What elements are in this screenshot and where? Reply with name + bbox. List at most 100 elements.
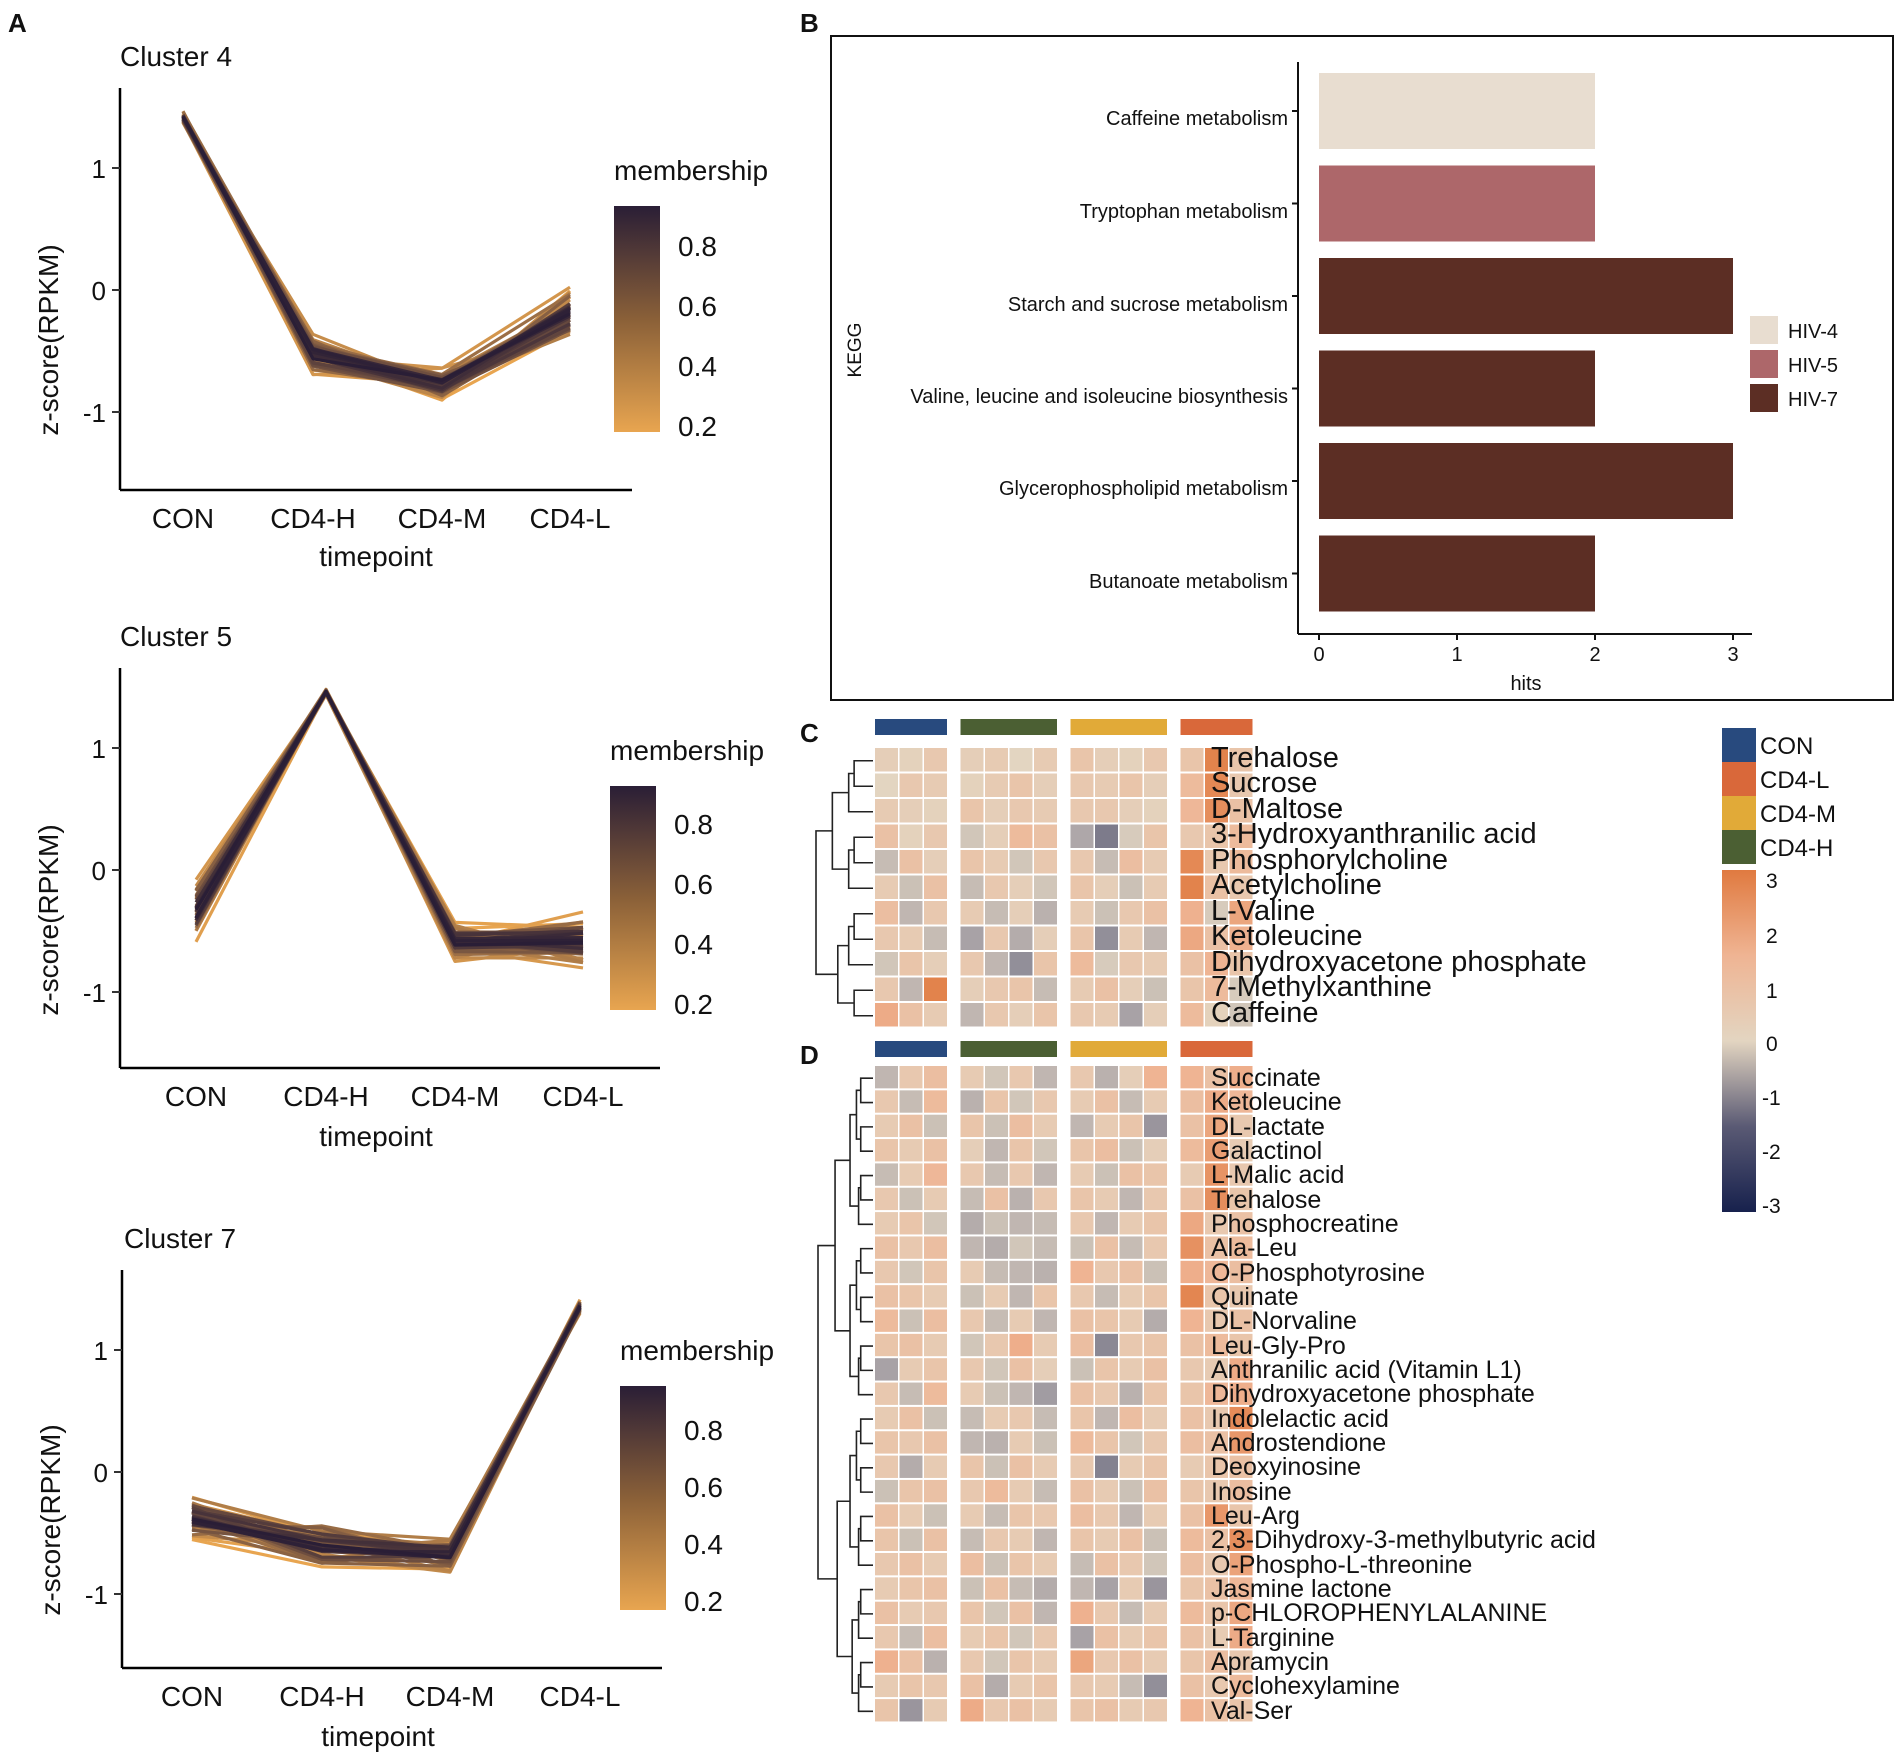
heatmap-cell — [1034, 748, 1057, 772]
heatmap-cell — [875, 1382, 898, 1405]
heatmap-cell — [1180, 1406, 1204, 1430]
heatmap-cell — [1009, 1163, 1033, 1186]
heatmap-cell — [1205, 1674, 1228, 1698]
heatmap-cell — [1205, 952, 1228, 976]
heatmap-cell — [899, 1114, 923, 1138]
heatmap-cell — [960, 1626, 984, 1649]
heatmap-cell — [1180, 1187, 1204, 1211]
heatmap-cell — [960, 773, 984, 797]
heatmap-cell — [899, 1601, 923, 1625]
heatmap-cell — [924, 1553, 947, 1576]
dendrogram-branch — [859, 1418, 873, 1445]
heatmap-d-row-label: Leu-Gly-Pro — [1211, 1332, 1346, 1360]
heatmap-cell — [1070, 748, 1094, 772]
cluster-7-y-ticks: 1 0 -1 — [85, 1336, 122, 1610]
heatmap-cell — [1144, 1003, 1167, 1027]
heatmap-cell — [1205, 1431, 1228, 1454]
dendrogram-branch — [859, 1345, 873, 1372]
heatmap-scale-tick: -2 — [1762, 1141, 1781, 1164]
heatmap-cell — [960, 1431, 984, 1454]
heatmap-cell — [1229, 1358, 1253, 1381]
heatmap-cell — [1119, 1553, 1143, 1576]
kegg-legend-label: HIV-4 — [1788, 321, 1838, 343]
group-bar-segment — [875, 1041, 947, 1057]
heatmap-cell — [1229, 1406, 1253, 1430]
heatmap-cell — [960, 1699, 984, 1722]
heatmap-cell — [1144, 748, 1167, 772]
heatmap-cell — [1180, 1285, 1204, 1308]
heatmap-cell — [1229, 977, 1253, 1001]
membership-line — [181, 116, 571, 382]
heatmap-cell — [1009, 850, 1033, 874]
heatmap-cell — [985, 875, 1008, 899]
heatmap-cell — [899, 1382, 923, 1405]
kegg-bar — [1319, 443, 1733, 519]
heatmap-cell — [985, 1114, 1008, 1138]
heatmap-cell — [1119, 1309, 1143, 1332]
dendrogram-branch — [859, 1515, 873, 1542]
heatmap-cell — [1119, 1431, 1143, 1454]
heatmap-legend: CON CD4-L CD4-M CD4-H 3 2 1 0 -1 -2 -3 — [1722, 728, 1836, 1218]
heatmap-cell — [985, 1577, 1008, 1600]
heatmap-cell — [1144, 977, 1167, 1001]
heatmap-cell — [1009, 952, 1033, 976]
heatmap-cell — [1034, 977, 1057, 1001]
dendrogram-branch — [847, 849, 873, 890]
cluster-4-y-tick: -1 — [83, 398, 106, 428]
cluster-5-chart: Cluster 5 z-score(RPKM) 1 0 -1 CON CD4-H… — [33, 621, 764, 1152]
heatmap-cell — [1009, 875, 1033, 899]
heatmap-cell — [960, 1066, 984, 1089]
group-bar-segment — [1180, 719, 1253, 735]
heatmap-cell — [899, 1090, 923, 1113]
heatmap-cell — [924, 1066, 947, 1089]
cluster-5-legend-title: membership — [610, 735, 764, 766]
heatmap-c-row-label: 3-Hydroxyanthranilic acid — [1211, 818, 1537, 850]
heatmap-cell — [1180, 1309, 1204, 1332]
heatmap-cell — [1095, 748, 1118, 772]
heatmap-cell — [875, 748, 898, 772]
heatmap-cell — [1229, 1212, 1253, 1235]
heatmap-cell — [924, 1577, 947, 1600]
heatmap-cell — [960, 1358, 984, 1381]
cluster-4-legend-colorbar — [614, 206, 660, 432]
panel-label-a: A — [8, 8, 27, 38]
heatmap-cell — [1180, 1455, 1204, 1478]
cluster-4-x-tick: CD4-H — [270, 503, 356, 534]
heatmap-cell — [985, 977, 1008, 1001]
heatmap-cell — [985, 850, 1008, 874]
cluster-5-lines — [194, 687, 584, 970]
heatmap-cell — [924, 1626, 947, 1649]
heatmap-cell — [985, 1382, 1008, 1405]
heatmap-cell — [875, 1601, 898, 1625]
heatmap-cell — [1229, 1479, 1253, 1503]
heatmap-cell — [1070, 1626, 1094, 1649]
heatmap-c: Trehalose Sucrose D-Maltose 3-Hydroxyant… — [815, 719, 1587, 1029]
heatmap-cell — [899, 1139, 923, 1162]
heatmap-c-row-label: Caffeine — [1211, 997, 1319, 1029]
cluster-7-x-label: timepoint — [321, 1721, 435, 1752]
heatmap-cell — [1119, 1699, 1143, 1722]
heatmap-cell — [1180, 1333, 1204, 1357]
heatmap-c-row-label: Ketoleucine — [1211, 920, 1363, 952]
heatmap-cell — [1144, 824, 1167, 848]
heatmap-cell — [1180, 1601, 1204, 1625]
heatmap-cell — [875, 1528, 898, 1551]
kegg-bar — [1319, 73, 1595, 149]
heatmap-cell — [924, 1090, 947, 1113]
heatmap-cell — [960, 1553, 984, 1576]
legend-group-swatch-cd4m — [1722, 796, 1756, 830]
cluster-4-legend-tick: 0.2 — [678, 411, 717, 442]
heatmap-cell — [1119, 1333, 1143, 1357]
cluster-7-x-tick: CD4-M — [406, 1681, 495, 1712]
heatmap-cell — [1009, 799, 1033, 823]
heatmap-cell — [899, 1163, 923, 1186]
heatmap-cell — [1180, 1553, 1204, 1576]
heatmap-cell — [899, 1309, 923, 1332]
cluster-4-lines — [181, 110, 572, 402]
heatmap-cell — [875, 799, 898, 823]
heatmap-cell — [1009, 1333, 1033, 1357]
heatmap-cell — [875, 1163, 898, 1186]
heatmap-d-row-label: Anthranilic acid (Vitamin L1) — [1211, 1356, 1522, 1384]
heatmap-cell — [899, 1260, 923, 1284]
heatmap-cell — [924, 1139, 947, 1162]
